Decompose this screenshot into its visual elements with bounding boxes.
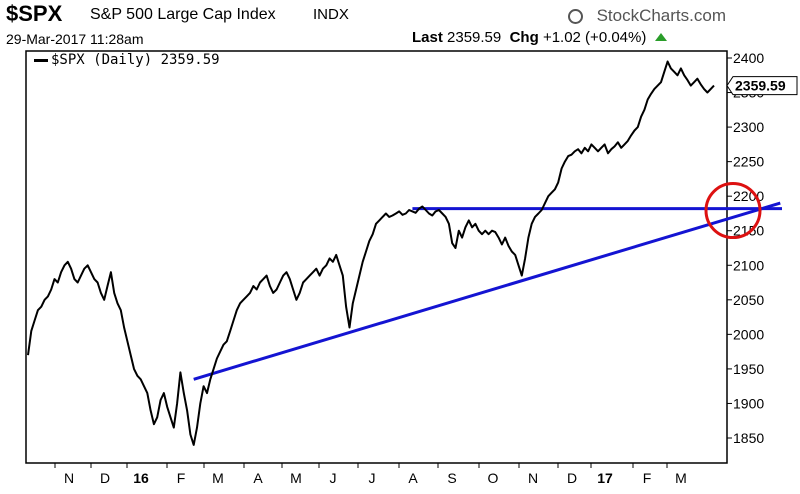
x-tick-label: A (408, 470, 418, 486)
x-tick-label: M (675, 470, 687, 486)
chart-lines: 2359.59 (27, 60, 798, 446)
last-value-box (726, 76, 798, 96)
y-tick-label: 1900 (733, 395, 764, 411)
x-tick-label: M (290, 470, 302, 486)
x-tick-label: F (177, 470, 186, 486)
y-tick-label: 1850 (733, 430, 764, 446)
legend-label: $SPX (Daily) 2359.59 (51, 52, 220, 68)
x-tick-label: N (64, 470, 74, 486)
x-tick-label: S (447, 470, 456, 486)
y-tick-label: 2050 (733, 292, 764, 308)
chg-label: Chg (509, 29, 539, 46)
x-tick-label: M (212, 470, 224, 486)
x-tick-label: D (100, 470, 110, 486)
x-tick-label: N (528, 470, 538, 486)
exchange-label: INDX (313, 6, 349, 23)
x-tick-label: J (369, 470, 376, 486)
price-line (27, 60, 715, 446)
chg-value: +1.02 (+0.04%) (542, 29, 647, 46)
brand-name[interactable]: StockCharts.com (596, 6, 726, 25)
x-tick-label: D (567, 470, 577, 486)
y-tick-label: 2000 (733, 326, 764, 342)
last-value-marker: 2359.59 (726, 76, 798, 96)
chart-header: $SPX S&P 500 Large Cap Index INDX StockC… (0, 0, 800, 52)
x-tick-label: A (253, 470, 263, 486)
chart-legend: $SPX (Daily) 2359.59 (34, 52, 220, 68)
y-tick-label: 2100 (733, 257, 764, 273)
x-tick-label: F (643, 470, 652, 486)
last-label: Last (412, 29, 443, 46)
y-tick-label: 2300 (733, 119, 764, 135)
axis-ticks: 1850190019502000205021002150220022502300… (54, 50, 764, 486)
legend-swatch (34, 58, 48, 62)
gear-icon (568, 9, 583, 24)
y-tick-label: 2250 (733, 154, 764, 170)
index-description: S&P 500 Large Cap Index (90, 6, 276, 23)
x-tick-label: 17 (597, 470, 613, 486)
x-tick-label: J (330, 470, 337, 486)
quote-summary: Last 2359.59 Chg +1.02 (+0.04%) (412, 29, 667, 46)
plot-frame (25, 50, 728, 464)
x-tick-label: 16 (133, 470, 149, 486)
y-tick-label: 2400 (733, 50, 764, 66)
last-value-label: 2359.59 (735, 78, 786, 94)
ticker-symbol[interactable]: $SPX (6, 1, 63, 26)
y-tick-label: 1950 (733, 361, 764, 377)
quote-timestamp: 29-Mar-2017 11:28am (6, 31, 144, 47)
highlight-circle (704, 182, 762, 240)
x-tick-label: O (488, 470, 499, 486)
support-trendline (193, 201, 781, 381)
last-value: 2359.59 (447, 29, 502, 46)
up-arrow-icon (654, 33, 667, 41)
